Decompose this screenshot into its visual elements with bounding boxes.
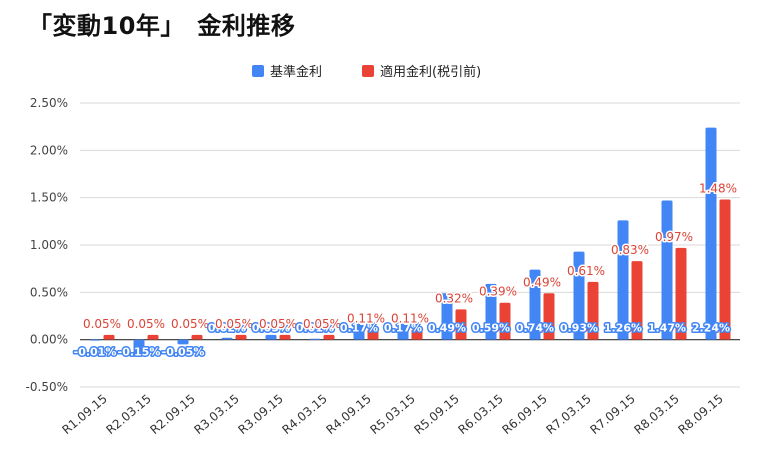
- x-tick-label: R7.03.15: [543, 392, 593, 438]
- y-axis: 2.50% 2.00% 1.50% 1.00% 0.50% 0.00% -0.50%: [26, 96, 68, 394]
- bar-applied: [103, 334, 115, 340]
- bar-applied: [543, 293, 555, 340]
- data-label-base: 0.74%: [516, 322, 554, 335]
- data-label-base: 1.47%: [648, 322, 686, 335]
- bar-base: [353, 323, 365, 340]
- data-label-applied: 0.05%: [215, 317, 253, 331]
- data-label-applied: 0.05%: [127, 317, 165, 331]
- y-tick-label: -0.50%: [26, 380, 68, 394]
- bar-base: [573, 251, 585, 340]
- gridlines: [80, 102, 740, 388]
- data-label-applied: 0.32%: [435, 291, 473, 305]
- y-tick-label: 2.00%: [30, 143, 68, 157]
- legend-item-0: 基準金利: [252, 64, 322, 80]
- x-tick-label: R8.03.15: [631, 392, 681, 438]
- bar-base: [441, 293, 453, 340]
- bar-applied: [411, 329, 423, 340]
- bar-base: [177, 339, 189, 345]
- y-tick-label: 1.00%: [30, 238, 68, 252]
- data-label-base: 0.05%: [252, 322, 290, 335]
- bar-applied: [587, 281, 599, 340]
- bar-base: [89, 339, 101, 341]
- data-label-applied: 0.97%: [655, 230, 693, 244]
- bar-applied: [631, 261, 643, 340]
- data-label-base: 0.02%: [208, 322, 246, 335]
- bar-base: [617, 220, 629, 340]
- legend-label: 基準金利: [270, 64, 322, 80]
- bar-base: [265, 334, 277, 340]
- bar-applied: [455, 309, 467, 340]
- data-label-base: -0.05%: [162, 346, 205, 359]
- x-tick-label: R3.09.15: [235, 392, 285, 438]
- bar-applied: [719, 199, 731, 340]
- y-tick-label: 2.50%: [30, 96, 68, 110]
- x-tick-label: R6.09.15: [499, 392, 549, 438]
- data-label-base: 1.26%: [604, 322, 642, 335]
- chart-title: 「変動10年」 金利推移: [28, 12, 296, 40]
- x-tick-label: R7.09.15: [587, 392, 637, 438]
- bar-base: [485, 283, 497, 340]
- x-tick-label: R4.03.15: [279, 392, 329, 438]
- bars: [89, 127, 731, 354]
- data-label-base: 2.24%: [692, 322, 730, 335]
- data-label-applied: 0.05%: [171, 317, 209, 331]
- data-label-base: 0.49%: [428, 322, 466, 335]
- data-label-base: -0.15%: [118, 346, 161, 359]
- legend-swatch: [252, 65, 264, 77]
- x-tick-label: R8.09.15: [675, 392, 725, 438]
- data-label-base: 0.01%: [296, 322, 334, 335]
- data-label-base: -0.01%: [74, 346, 117, 359]
- data-label-applied: 0.61%: [567, 264, 605, 278]
- x-axis: R1.09.15R2.03.15R2.09.15R3.03.15R3.09.15…: [59, 392, 725, 438]
- bar-applied: [191, 334, 203, 340]
- bar-applied: [147, 334, 159, 340]
- bar-base: [661, 200, 673, 340]
- bar-base: [397, 323, 409, 340]
- data-label-applied: 0.39%: [479, 285, 517, 299]
- legend: 基準金利 適用金利(税引前): [252, 64, 481, 80]
- bar-base: [705, 127, 717, 340]
- bar-base: [221, 337, 233, 340]
- legend-label: 適用金利(税引前): [380, 64, 481, 80]
- x-tick-label: R3.03.15: [191, 392, 241, 438]
- bar-applied: [235, 334, 247, 340]
- data-label-applied: 0.11%: [347, 311, 385, 325]
- data-label-base: 0.93%: [560, 322, 598, 335]
- data-label-applied: 0.49%: [523, 275, 561, 289]
- bar-applied: [323, 334, 335, 340]
- x-tick-label: R5.09.15: [411, 392, 461, 438]
- data-labels: -0.01%0.05%-0.15%0.05%-0.05%0.05%0.02%0.…: [72, 180, 738, 360]
- data-label-applied: 0.05%: [303, 317, 341, 331]
- bar-base: [309, 338, 321, 340]
- bar-applied: [499, 302, 511, 340]
- data-label-applied: 0.05%: [259, 317, 297, 331]
- x-tick-label: R4.09.15: [323, 392, 373, 438]
- y-tick-label: 1.50%: [30, 191, 68, 205]
- bar-base: [529, 269, 541, 340]
- legend-item-1: 適用金利(税引前): [362, 64, 481, 80]
- bar-base: [133, 339, 145, 354]
- data-label-base: 0.17%: [384, 322, 422, 335]
- y-tick-label: 0.50%: [30, 285, 68, 299]
- x-tick-label: R2.09.15: [147, 392, 197, 438]
- data-label-applied: 0.83%: [611, 243, 649, 257]
- data-label-applied: 1.48%: [699, 182, 737, 196]
- y-tick-label: 0.00%: [30, 333, 68, 347]
- x-tick-label: R1.09.15: [59, 392, 109, 438]
- data-label-applied: 0.05%: [83, 317, 121, 331]
- data-label-base: 0.59%: [472, 322, 510, 335]
- x-tick-label: R5.03.15: [367, 392, 417, 438]
- x-tick-label: R2.03.15: [103, 392, 153, 438]
- x-tick-label: R6.03.15: [455, 392, 505, 438]
- data-label-applied: 0.11%: [391, 311, 429, 325]
- bar-applied: [279, 334, 291, 340]
- bar-applied: [675, 247, 687, 340]
- legend-swatch: [362, 65, 374, 77]
- bar-applied: [367, 329, 379, 340]
- data-label-base: 0.17%: [340, 322, 378, 335]
